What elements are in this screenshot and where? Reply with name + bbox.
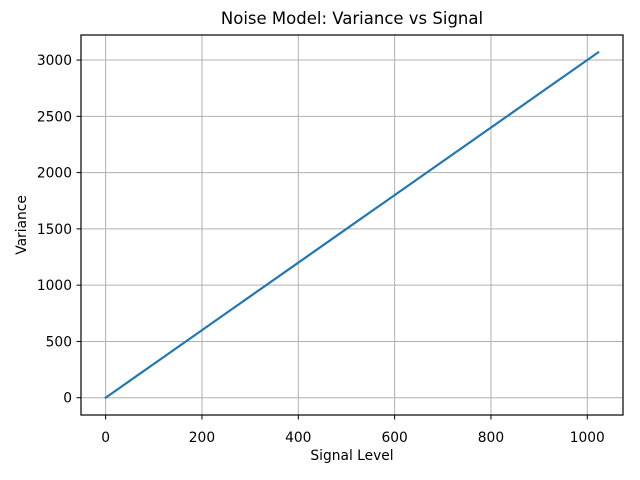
x-tick-label: 600: [381, 430, 407, 446]
tick-layer: 0 200 400 600 800 1000 0 500 1000 1500 2000 2500 300…: [37, 53, 605, 446]
y-tick-label: 1000: [37, 278, 72, 294]
x-tick-label: 200: [189, 430, 215, 446]
data-series-layer: [104, 51, 600, 399]
y-tick-label: 500: [46, 334, 72, 350]
y-tick-label: 3000: [37, 53, 72, 69]
x-tick-label: 1000: [570, 430, 605, 446]
y-tick-label: 1500: [37, 222, 72, 238]
axes-spines: [80, 34, 624, 416]
x-axis-label: Signal Level: [310, 448, 393, 464]
grid-layer: [81, 35, 623, 415]
y-tick-label: 0: [63, 391, 72, 407]
x-tick-label: 800: [478, 430, 504, 446]
x-tick-label: 0: [101, 430, 110, 446]
chart-title: Noise Model: Variance vs Signal: [221, 9, 483, 28]
variance-line: [104, 51, 600, 399]
y-tick-label: 2000: [37, 166, 72, 182]
y-axis-label: Variance: [14, 195, 30, 255]
plot-border: [80, 34, 624, 416]
y-tick-label: 2500: [37, 109, 72, 125]
x-tick-label: 400: [285, 430, 311, 446]
